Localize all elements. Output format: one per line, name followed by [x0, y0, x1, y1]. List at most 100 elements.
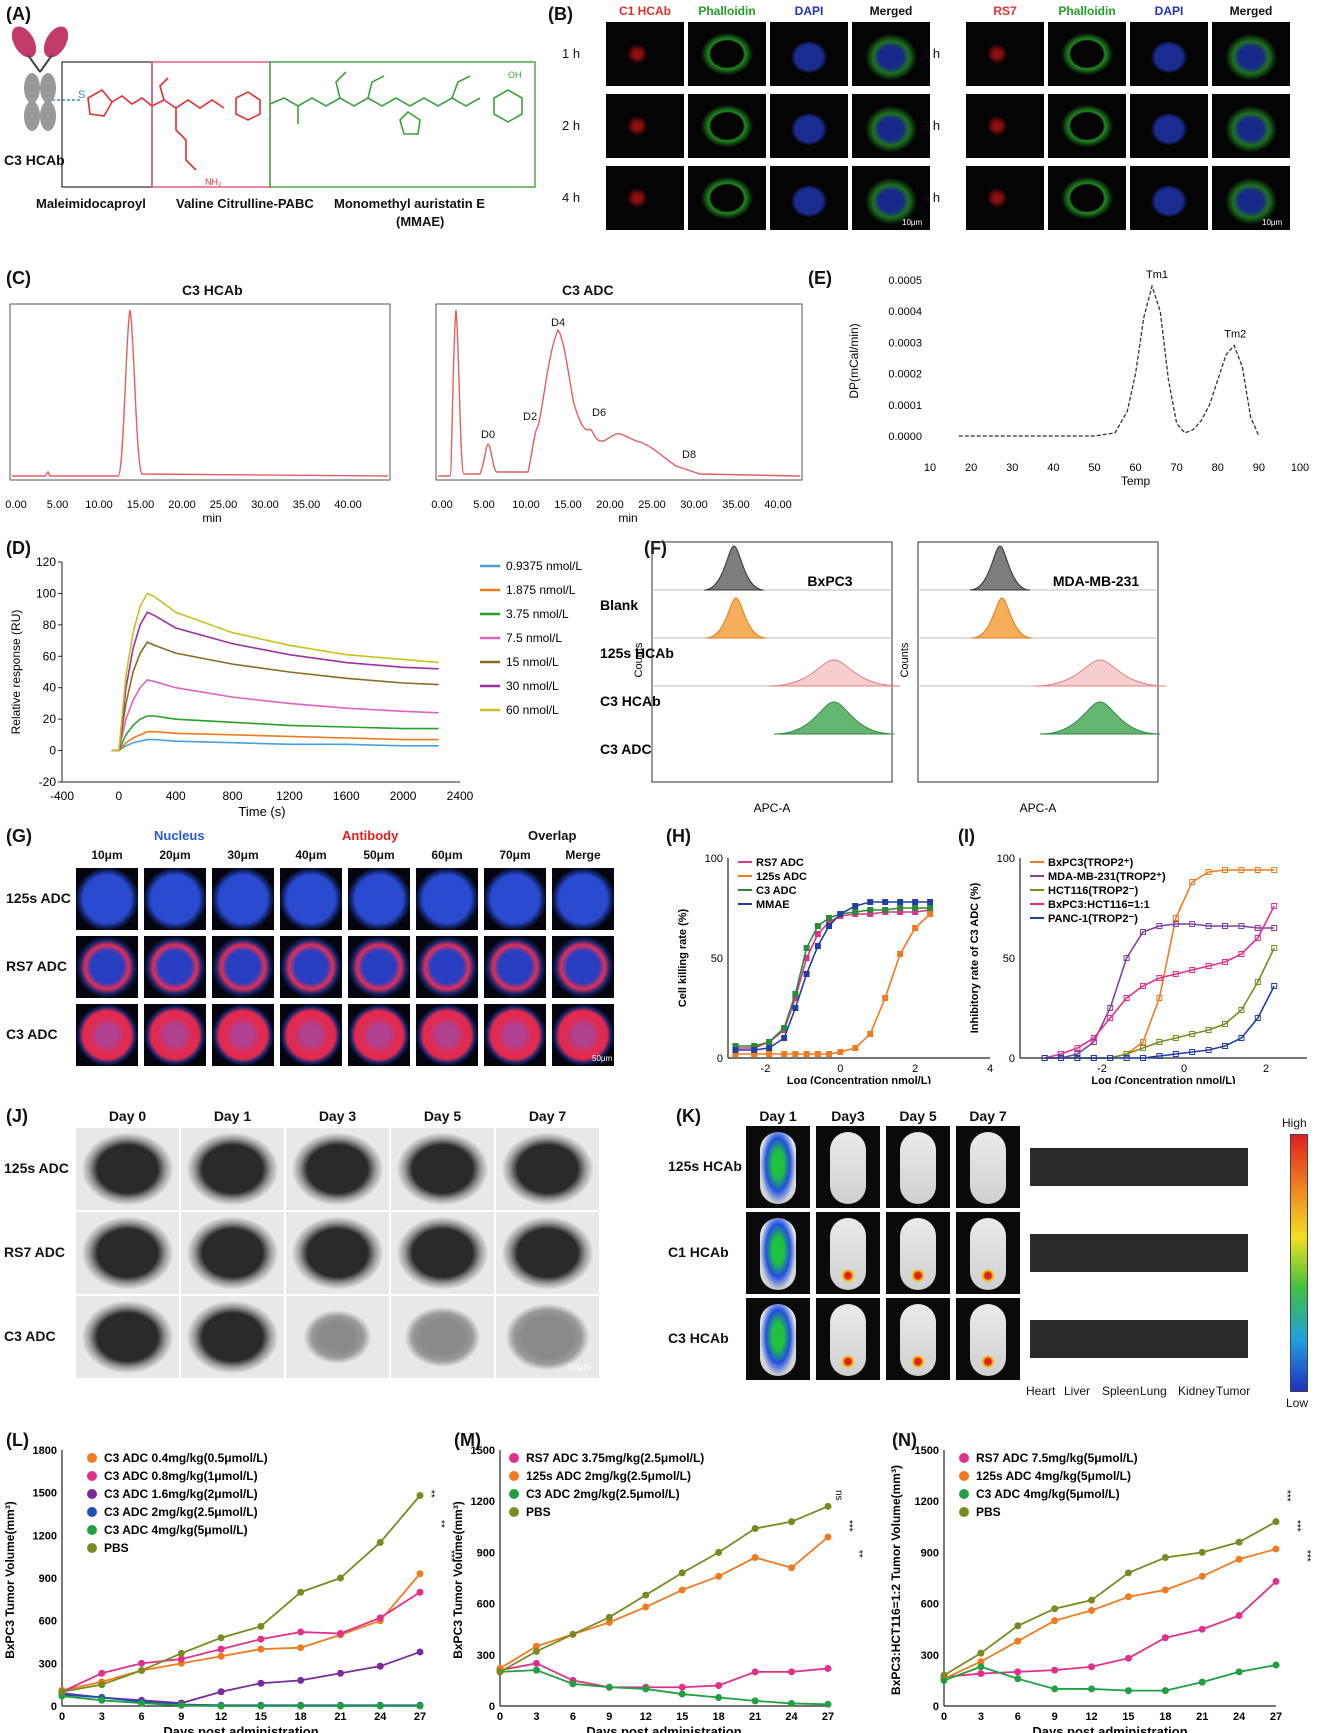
- panel-label-l: (L): [6, 1430, 29, 1450]
- data-point: [1140, 1039, 1146, 1045]
- data-point: [1088, 1685, 1096, 1693]
- data-point: [678, 1690, 686, 1698]
- legend-label: RS7 ADC 7.5mg/kg(5μmol/L): [976, 1451, 1138, 1465]
- data-point: [1090, 1039, 1097, 1045]
- mouse-image: [746, 1212, 810, 1294]
- significance-mark: ***: [455, 1580, 460, 1592]
- svg-text:S: S: [78, 89, 85, 101]
- data-point: [824, 1533, 832, 1541]
- data-point: [297, 1702, 305, 1710]
- data-point: [1172, 971, 1179, 977]
- data-point: [177, 1655, 185, 1663]
- legend-label: C3 ADC 2mg/kg(2.5μmol/L): [526, 1487, 680, 1501]
- legend-swatch: [87, 1489, 97, 1499]
- brightfield-image: [286, 1212, 389, 1294]
- data-point: [1124, 1569, 1132, 1577]
- data-point: [1205, 963, 1212, 969]
- hplc-xlabel-left: min: [202, 511, 221, 525]
- depth-label: 50μm: [363, 848, 395, 862]
- significance-mark: ***: [1301, 1550, 1312, 1562]
- dsc-xtick: 70: [1171, 462, 1183, 474]
- maleimidocaproyl-box: [61, 61, 153, 188]
- xtick: 0: [837, 1063, 843, 1075]
- ylabel: Inhibitory rate of C3 ADC (%): [969, 882, 981, 1033]
- channel-label: Phalloidin: [698, 4, 756, 18]
- peak-d8: D8: [682, 449, 696, 461]
- hplc-xtick: 30.00: [680, 499, 708, 511]
- flow-row-label: Blank: [600, 597, 638, 613]
- panel-label-h: (H): [666, 826, 691, 846]
- xlabel: Log (Concentration nmol/L): [787, 1075, 932, 1084]
- data-point: [376, 1538, 384, 1546]
- data-point: [257, 1635, 265, 1643]
- spheroid-image: [484, 1004, 546, 1066]
- data-point: [788, 1564, 796, 1572]
- organ-label: Heart: [1026, 1384, 1056, 1398]
- organ-image: [1030, 1148, 1248, 1186]
- data-point: [98, 1681, 106, 1689]
- data-point: [766, 1039, 773, 1045]
- mouse-image: [816, 1298, 880, 1380]
- treatment-row-label: C3 ADC: [6, 1026, 58, 1042]
- data-point: [788, 1699, 796, 1707]
- series-line: [943, 1580, 1277, 1678]
- data-point: [1189, 921, 1196, 927]
- data-point: [1222, 867, 1228, 873]
- mouse-image: [886, 1126, 950, 1208]
- data-point: [1205, 869, 1212, 875]
- organ-label: Liver: [1064, 1384, 1091, 1398]
- xtick: 0: [1181, 1063, 1187, 1075]
- data-point: [678, 1586, 686, 1594]
- spr-ytick: 40: [43, 681, 57, 695]
- spheroid-image: [552, 868, 614, 930]
- panel-label-m: (M): [454, 1430, 481, 1450]
- data-point: [1222, 1043, 1228, 1049]
- spr-series-line: [111, 715, 439, 752]
- dsc-chart: 0.0005 0.0004 0.0003 0.0002 0.0001 0.0000 10 20…: [847, 269, 1309, 488]
- data-point: [1172, 915, 1179, 921]
- data-point: [1140, 1055, 1146, 1061]
- ylabel: BxPC3:HCT116=1:2 Tumor Volume(mm³): [889, 1465, 903, 1695]
- day-label: Day 0: [108, 1108, 147, 1124]
- brightfield-image: [286, 1128, 389, 1210]
- data-point: [376, 1702, 384, 1710]
- flow-histograms: Blank 125s HCAb C3 HCAb C3 ADC BxPC3 Counts AP…: [600, 541, 1167, 815]
- data-point: [569, 1680, 577, 1688]
- legend-label: MDA-MB-231(TROP2⁺): [1048, 871, 1166, 883]
- spr-ytick: 60: [43, 649, 57, 663]
- mouse-body: [760, 1132, 796, 1204]
- data-point: [1074, 1045, 1081, 1051]
- data-point: [1235, 1538, 1243, 1546]
- dsc-xtick: 30: [1006, 462, 1018, 474]
- data-point: [1156, 975, 1163, 981]
- series-line: [499, 1669, 829, 1706]
- data-point: [257, 1679, 265, 1687]
- color-scale-bar: [1290, 1134, 1308, 1392]
- panel-label-g: (G): [6, 826, 32, 846]
- data-point: [1156, 995, 1163, 1001]
- organ-label: Spleen: [1102, 1384, 1140, 1398]
- legend-swatch: [87, 1507, 97, 1517]
- day-label: Day 5: [899, 1108, 937, 1124]
- xtick: 3: [533, 1711, 539, 1723]
- channel-label: RS7: [993, 4, 1017, 18]
- ylabel: BxPC3 Tumor Volume(mm³): [451, 1501, 465, 1659]
- hplc-xtick: 40.00: [764, 499, 792, 511]
- depth-label: 40μm: [295, 848, 327, 862]
- data-point: [977, 1649, 985, 1657]
- timepoint-label: 2 h: [562, 118, 581, 133]
- data-point: [715, 1693, 723, 1701]
- series-line: [1044, 923, 1275, 1059]
- data-point: [1041, 1055, 1048, 1061]
- data-point: [1107, 1055, 1114, 1061]
- ytick: 100: [705, 853, 723, 865]
- data-point: [927, 911, 934, 917]
- depth-label: 60μm: [431, 848, 463, 862]
- legend-label: BxPC3(TROP2⁺): [1048, 857, 1134, 869]
- data-point: [751, 1047, 758, 1053]
- timepoint-label: 1 h: [922, 46, 941, 61]
- segment-mc-label: Maleimidocaproyl: [36, 196, 146, 211]
- data-point: [1198, 1548, 1206, 1556]
- dsc-xlabel: Temp: [1121, 474, 1151, 488]
- hplc-xticks-right: 0.00 5.00 10.00 15.00 20.00 25.00 30.00 35.00 40…: [431, 499, 791, 511]
